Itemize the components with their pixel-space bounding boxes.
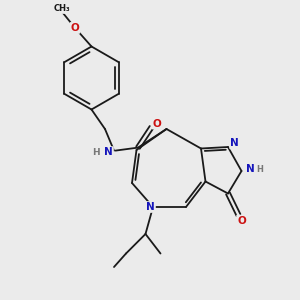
- Text: H: H: [92, 148, 100, 157]
- Text: N: N: [245, 164, 254, 175]
- Text: N: N: [230, 138, 239, 148]
- Text: H: H: [257, 165, 263, 174]
- Text: O: O: [70, 23, 80, 33]
- Text: N: N: [146, 202, 155, 212]
- Text: CH₃: CH₃: [54, 4, 71, 13]
- Text: O: O: [152, 118, 161, 129]
- Text: N: N: [104, 147, 113, 157]
- Text: O: O: [237, 215, 246, 226]
